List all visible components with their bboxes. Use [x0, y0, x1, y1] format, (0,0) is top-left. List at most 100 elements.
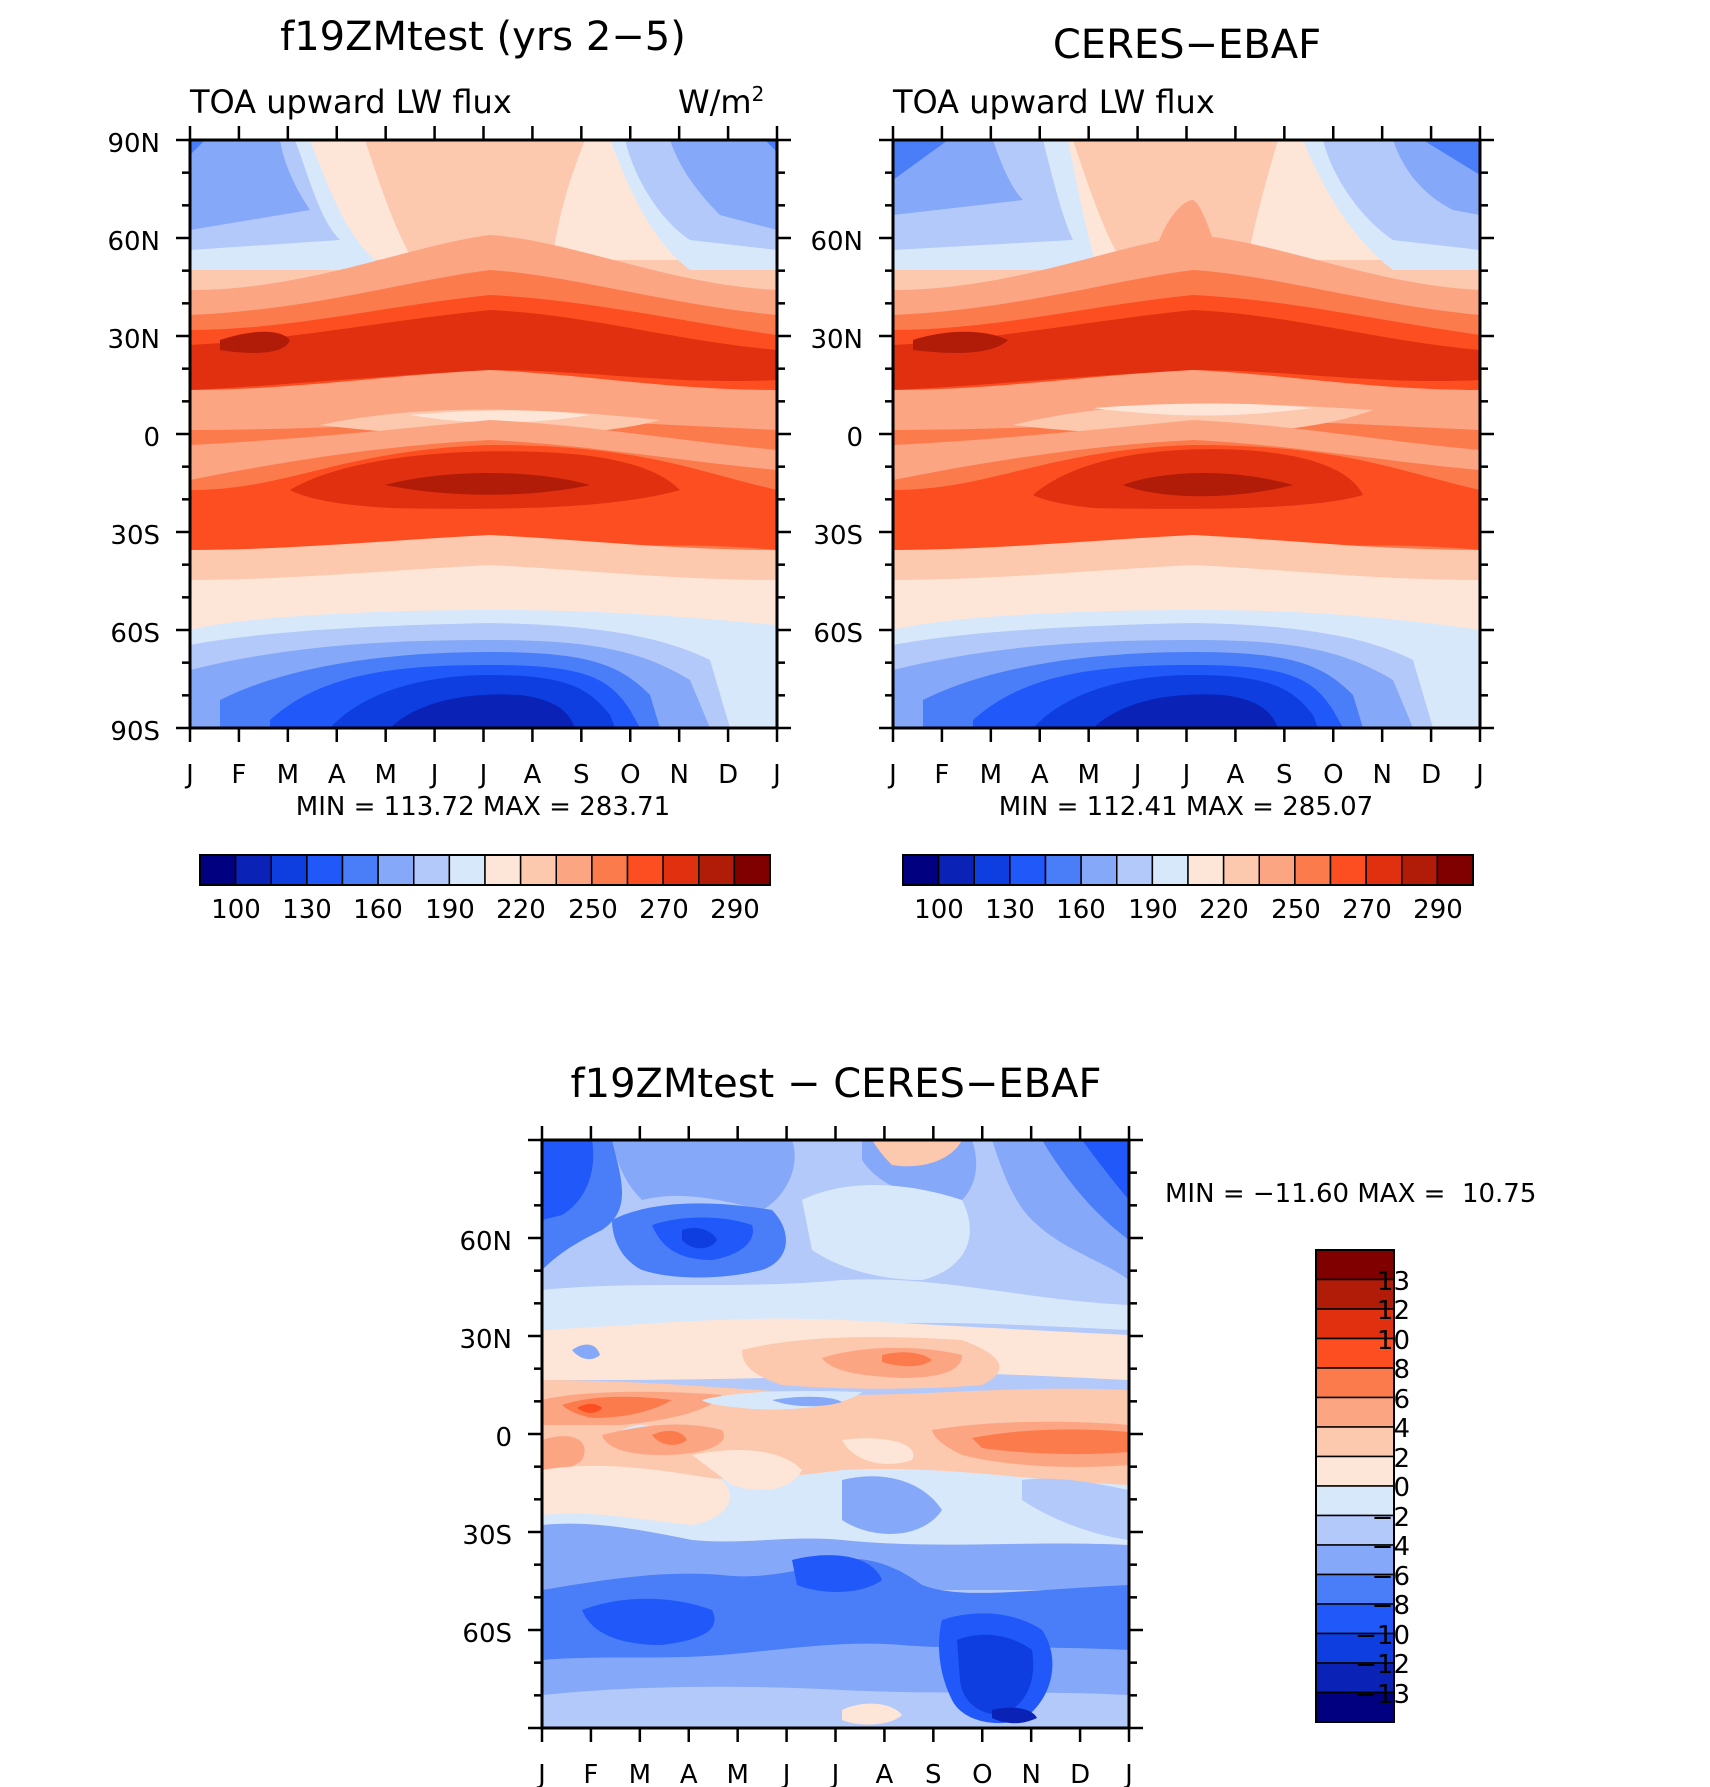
panel-model-ylabel-30S: 30S: [110, 521, 160, 551]
colorbar-swatch: [1222, 854, 1260, 886]
colorbar-swatch: [1009, 854, 1047, 886]
xlabel: S: [925, 1760, 942, 1787]
colorbar-swatch: [902, 854, 940, 886]
colorbar-label: −10: [1355, 1621, 1410, 1651]
colorbar-label: 130: [282, 895, 332, 925]
colorbar-label: 130: [985, 895, 1035, 925]
xlabel: J: [887, 760, 897, 790]
xlabel: F: [583, 1760, 598, 1787]
xlabel: N: [1372, 760, 1391, 790]
panel-diff-xlabels: J F M A M J J A S O N D J: [536, 1760, 1133, 1787]
colorbar-label: 10: [1377, 1326, 1410, 1356]
panel-obs-ylabel-0: 0: [846, 423, 863, 453]
panel-model-colorbar-labels: 100 130 160 190 220 250 270 290: [211, 895, 760, 925]
colorbar-swatch: [234, 854, 272, 886]
colorbar-label: 12: [1377, 1296, 1410, 1326]
colorbar-label: 13: [1377, 1267, 1410, 1297]
xlabel: D: [1070, 1760, 1090, 1787]
xlabel: O: [620, 760, 640, 790]
xlabel: F: [934, 760, 949, 790]
xlabel: A: [876, 1760, 894, 1787]
panel-obs-ticks: [879, 126, 1494, 742]
xlabel: S: [573, 760, 590, 790]
field-layers: [190, 140, 777, 728]
panel-model-ylabel-90S: 90S: [110, 717, 160, 747]
panel-model: f19ZMtest (yrs 2−5) TOA upward LW flux W…: [107, 14, 791, 925]
colorbar-swatch: [1116, 854, 1154, 886]
panel-model-field: [190, 140, 777, 728]
colorbar-swatch: [1365, 854, 1403, 886]
colorbar-label: 190: [425, 895, 475, 925]
panel-model-ylabel-60N: 60N: [107, 227, 160, 257]
colorbar-swatch: [555, 854, 593, 886]
xlabel: M: [374, 760, 396, 790]
colorbar-label: 8: [1393, 1355, 1410, 1385]
panel-model-stats: MIN = 113.72 MAX = 283.71: [296, 792, 670, 822]
colorbar-label: 270: [1342, 895, 1392, 925]
colorbar-label: −8: [1372, 1591, 1410, 1621]
field-layers: [542, 1140, 1129, 1728]
colorbar-swatch: [1329, 854, 1367, 886]
panel-model-subtitle: TOA upward LW flux: [189, 83, 512, 121]
xlabel: D: [1421, 760, 1441, 790]
colorbar-swatch: [1436, 854, 1474, 886]
panel-obs-subtitle: TOA upward LW flux: [892, 83, 1215, 121]
xlabel: M: [726, 1760, 748, 1787]
xlabel: J: [536, 1760, 546, 1787]
xlabel: M: [629, 1760, 651, 1787]
panel-diff-colorbar: [1315, 1249, 1395, 1723]
field-layers: [893, 140, 1480, 728]
colorbar-label: −2: [1372, 1503, 1410, 1533]
xlabel: A: [328, 760, 346, 790]
panel-model-ylabel-0: 0: [143, 423, 160, 453]
colorbar-swatch: [973, 854, 1011, 886]
colorbar-swatch: [1151, 854, 1189, 886]
panel-obs-title: CERES−EBAF: [1053, 22, 1321, 68]
panel-diff-ylabel-30S: 30S: [462, 1521, 512, 1551]
colorbar-label: 100: [914, 895, 964, 925]
xlabel: J: [771, 760, 781, 790]
xlabel: A: [524, 760, 542, 790]
colorbar-swatch: [1401, 854, 1439, 886]
colorbar-label: 270: [639, 895, 689, 925]
colorbar-swatch: [937, 854, 975, 886]
colorbar-swatch: [448, 854, 486, 886]
xlabel: J: [184, 760, 194, 790]
xlabel: N: [669, 760, 688, 790]
xlabel: N: [1021, 1760, 1040, 1787]
panel-diff-ylabel-30N: 30N: [459, 1325, 512, 1355]
colorbar-swatch: [199, 854, 237, 886]
colorbar-swatch: [306, 854, 344, 886]
panel-obs-ylabel-60S: 60S: [813, 619, 863, 649]
colorbar-label: 6: [1393, 1385, 1410, 1415]
panel-diff-ylabel-0: 0: [495, 1423, 512, 1453]
colorbar-label: 190: [1128, 895, 1178, 925]
panel-obs-xlabels: J F M A M J J A S O N D J: [887, 760, 1484, 790]
panel-obs-ylabel-30S: 30S: [813, 521, 863, 551]
colorbar-label: 4: [1393, 1414, 1410, 1444]
colorbar-swatch: [484, 854, 522, 886]
colorbar-label: 290: [1413, 895, 1463, 925]
panel-model-xlabels: J F M A M J J A S O N D J: [184, 760, 781, 790]
xlabel: J: [781, 1760, 791, 1787]
xlabel: O: [1323, 760, 1343, 790]
panel-obs-field: [893, 140, 1480, 728]
xlabel: D: [718, 760, 738, 790]
xlabel: J: [478, 760, 488, 790]
xlabel: F: [231, 760, 246, 790]
panel-obs-colorbar: [902, 854, 1474, 886]
panel-diff-ticks: [528, 1126, 1143, 1742]
colorbar-label: −6: [1372, 1562, 1410, 1592]
panel-model-title: f19ZMtest (yrs 2−5): [280, 14, 686, 60]
colorbar-label: −12: [1355, 1650, 1410, 1680]
colorbar-swatch: [341, 854, 379, 886]
colorbar-swatch: [1315, 1367, 1395, 1399]
panel-obs-ylabel-30N: 30N: [810, 325, 863, 355]
panel-diff-field: [542, 1140, 1129, 1728]
colorbar-swatch: [377, 854, 415, 886]
colorbar-swatch: [1080, 854, 1118, 886]
xlabel: J: [429, 760, 439, 790]
colorbar-label: 250: [568, 895, 618, 925]
xlabel: M: [980, 760, 1002, 790]
